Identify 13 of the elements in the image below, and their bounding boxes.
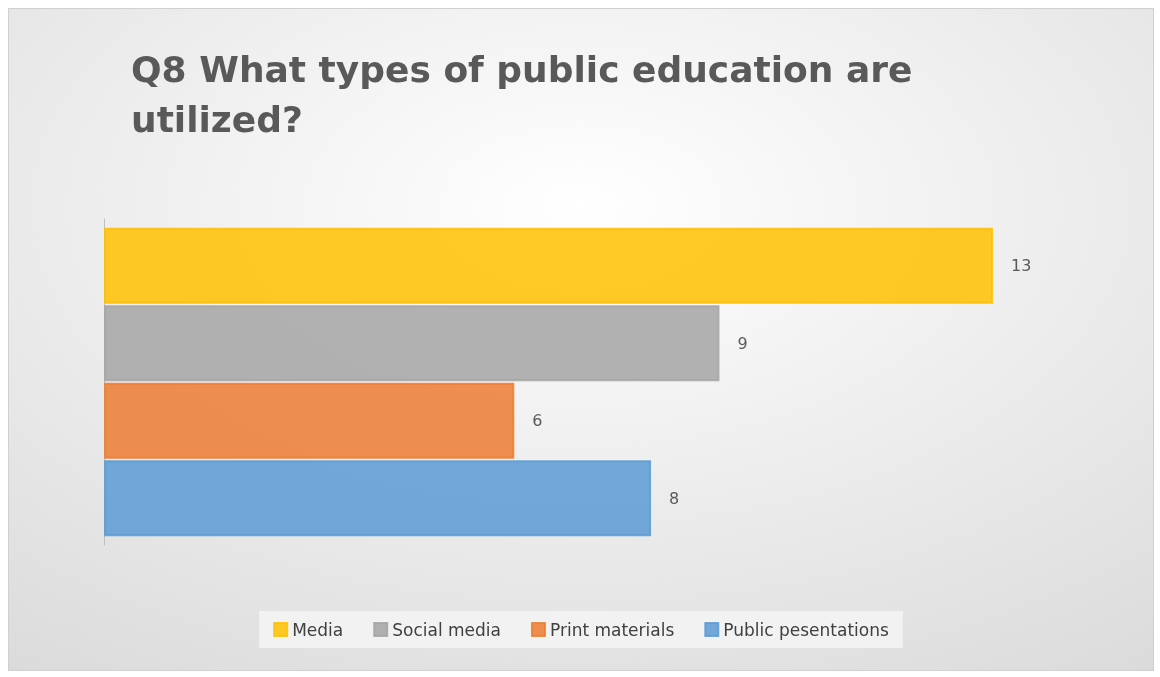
bar xyxy=(104,305,720,382)
legend-label: Social media xyxy=(392,619,501,640)
data-label: 8 xyxy=(669,488,680,508)
bar xyxy=(104,227,993,304)
chart-title: Q8 What types of public education are utilized? xyxy=(131,48,925,140)
legend-label: Print materials xyxy=(549,619,675,640)
legend-label: Public pesentations xyxy=(723,619,889,640)
data-label: 13 xyxy=(1011,256,1032,276)
data-label: 9 xyxy=(737,333,748,353)
data-label: 6 xyxy=(532,411,543,431)
bar xyxy=(104,382,515,459)
bar xyxy=(104,460,652,537)
legend-label: Media xyxy=(292,619,344,640)
